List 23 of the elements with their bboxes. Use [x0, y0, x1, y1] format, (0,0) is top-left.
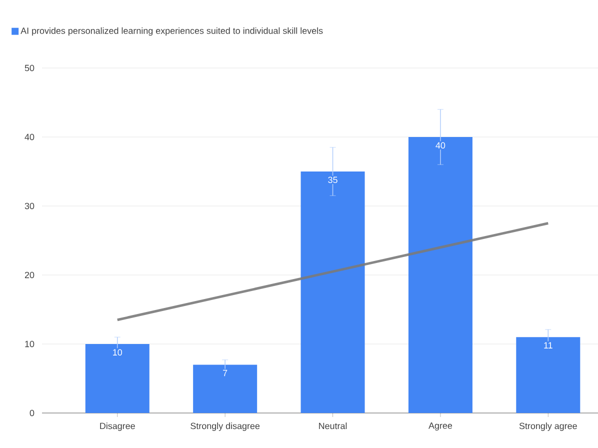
- bar: [85, 344, 150, 413]
- data-label: 10: [113, 349, 122, 356]
- y-tick-label: 40: [24, 134, 34, 140]
- y-tick-label: 20: [24, 272, 34, 278]
- y-tick-label: 0: [30, 410, 34, 416]
- bar: [408, 137, 472, 413]
- bar: [516, 337, 580, 413]
- y-tick-label: 50: [24, 64, 34, 72]
- legend-label: AI provides personalized learning experiences suited to individual skill levels: [20, 27, 323, 36]
- bar: [300, 172, 365, 413]
- y-tick-label: 10: [25, 340, 34, 348]
- bar: [193, 364, 258, 413]
- x-tick-label: Disagree: [100, 422, 135, 431]
- data-label: 40: [436, 142, 446, 149]
- x-tick-label: Neutral: [319, 422, 347, 430]
- x-tick-label: Agree: [428, 422, 452, 431]
- x-tick-label: Strongly agree: [519, 422, 577, 431]
- y-tick-label: 30: [24, 202, 34, 210]
- data-label: 7: [223, 370, 228, 376]
- line-series: [116, 222, 550, 322]
- data-label: 11: [544, 342, 552, 348]
- x-tick-label: Strongly disagree: [190, 422, 260, 431]
- data-label: 35: [328, 176, 338, 184]
